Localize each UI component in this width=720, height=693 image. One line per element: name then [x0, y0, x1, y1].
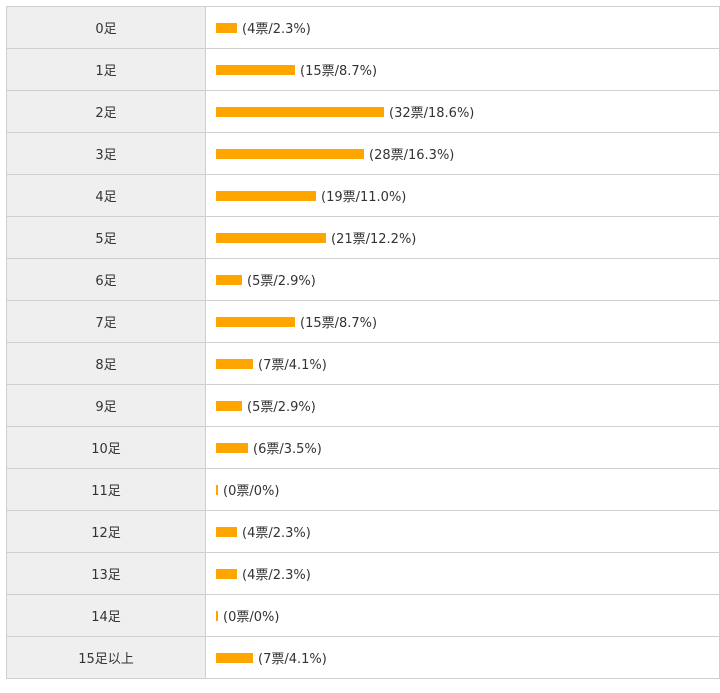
bar-cell: (7票/4.1%) — [205, 342, 720, 385]
table-row: 6足 (5票/2.9%) — [6, 258, 720, 301]
result-bar — [216, 22, 237, 33]
result-bar — [216, 64, 295, 75]
value-label: (0票/0%) — [223, 610, 280, 625]
table-row: 5足 (21票/12.2%) — [6, 216, 720, 259]
result-bar — [216, 652, 253, 663]
bar-cell: (0票/0%) — [205, 468, 720, 511]
bar-cell: (5票/2.9%) — [205, 384, 720, 427]
table-row: 1足 (15票/8.7%) — [6, 48, 720, 91]
result-bar — [216, 274, 242, 285]
category-label: 10足 — [6, 426, 206, 469]
value-label: (0票/0%) — [223, 484, 280, 499]
bar-cell: (19票/11.0%) — [205, 174, 720, 217]
category-label: 11足 — [6, 468, 206, 511]
category-label: 15足以上 — [6, 636, 206, 679]
poll-results-body: 0足 (4票/2.3%) 1足 (15票/8.7%) 2足 (32票/18.6%) 3足 (2… — [6, 6, 720, 679]
table-row: 10足 (6票/3.5%) — [6, 426, 720, 469]
poll-results-table: 0足 (4票/2.3%) 1足 (15票/8.7%) 2足 (32票/18.6%) 3足 (2… — [6, 6, 720, 679]
value-label: (7票/4.1%) — [258, 358, 327, 373]
bar-cell: (4票/2.3%) — [205, 552, 720, 595]
value-label: (5票/2.9%) — [247, 400, 316, 415]
bar-cell: (6票/3.5%) — [205, 426, 720, 469]
table-row: 8足 (7票/4.1%) — [6, 342, 720, 385]
value-label: (4票/2.3%) — [242, 22, 311, 37]
value-label: (21票/12.2%) — [331, 232, 417, 247]
table-row: 14足 (0票/0%) — [6, 594, 720, 637]
value-label: (4票/2.3%) — [242, 568, 311, 583]
category-label: 14足 — [6, 594, 206, 637]
bar-cell: (4票/2.3%) — [205, 510, 720, 553]
value-label: (4票/2.3%) — [242, 526, 311, 541]
table-row: 11足 (0票/0%) — [6, 468, 720, 511]
value-label: (6票/3.5%) — [253, 442, 322, 457]
category-label: 4足 — [6, 174, 206, 217]
bar-cell: (4票/2.3%) — [205, 6, 720, 49]
result-bar — [216, 442, 248, 453]
result-bar — [216, 526, 237, 537]
value-label: (32票/18.6%) — [389, 106, 475, 121]
table-row: 13足 (4票/2.3%) — [6, 552, 720, 595]
category-label: 8足 — [6, 342, 206, 385]
category-label: 0足 — [6, 6, 206, 49]
table-row: 15足以上 (7票/4.1%) — [6, 636, 720, 679]
table-row: 2足 (32票/18.6%) — [6, 90, 720, 133]
result-bar — [216, 568, 237, 579]
table-row: 12足 (4票/2.3%) — [6, 510, 720, 553]
bar-cell: (15票/8.7%) — [205, 300, 720, 343]
category-label: 6足 — [6, 258, 206, 301]
bar-cell: (0票/0%) — [205, 594, 720, 637]
category-label: 3足 — [6, 132, 206, 175]
result-bar — [216, 400, 242, 411]
table-row: 4足 (19票/11.0%) — [6, 174, 720, 217]
table-row: 3足 (28票/16.3%) — [6, 132, 720, 175]
bar-cell: (15票/8.7%) — [205, 48, 720, 91]
bar-cell: (21票/12.2%) — [205, 216, 720, 259]
category-label: 1足 — [6, 48, 206, 91]
bar-cell: (32票/18.6%) — [205, 90, 720, 133]
result-bar — [216, 232, 326, 243]
result-bar — [216, 610, 218, 621]
bar-cell: (28票/16.3%) — [205, 132, 720, 175]
bar-cell: (5票/2.9%) — [205, 258, 720, 301]
table-row: 9足 (5票/2.9%) — [6, 384, 720, 427]
result-bar — [216, 106, 384, 117]
result-bar — [216, 316, 295, 327]
category-label: 9足 — [6, 384, 206, 427]
table-row: 0足 (4票/2.3%) — [6, 6, 720, 49]
category-label: 5足 — [6, 216, 206, 259]
result-bar — [216, 484, 218, 495]
category-label: 2足 — [6, 90, 206, 133]
table-row: 7足 (15票/8.7%) — [6, 300, 720, 343]
category-label: 12足 — [6, 510, 206, 553]
result-bar — [216, 190, 316, 201]
value-label: (19票/11.0%) — [321, 190, 407, 205]
value-label: (5票/2.9%) — [247, 274, 316, 289]
result-bar — [216, 358, 253, 369]
value-label: (28票/16.3%) — [369, 148, 455, 163]
category-label: 13足 — [6, 552, 206, 595]
value-label: (7票/4.1%) — [258, 652, 327, 667]
bar-cell: (7票/4.1%) — [205, 636, 720, 679]
category-label: 7足 — [6, 300, 206, 343]
value-label: (15票/8.7%) — [300, 64, 378, 79]
value-label: (15票/8.7%) — [300, 316, 378, 331]
result-bar — [216, 148, 364, 159]
